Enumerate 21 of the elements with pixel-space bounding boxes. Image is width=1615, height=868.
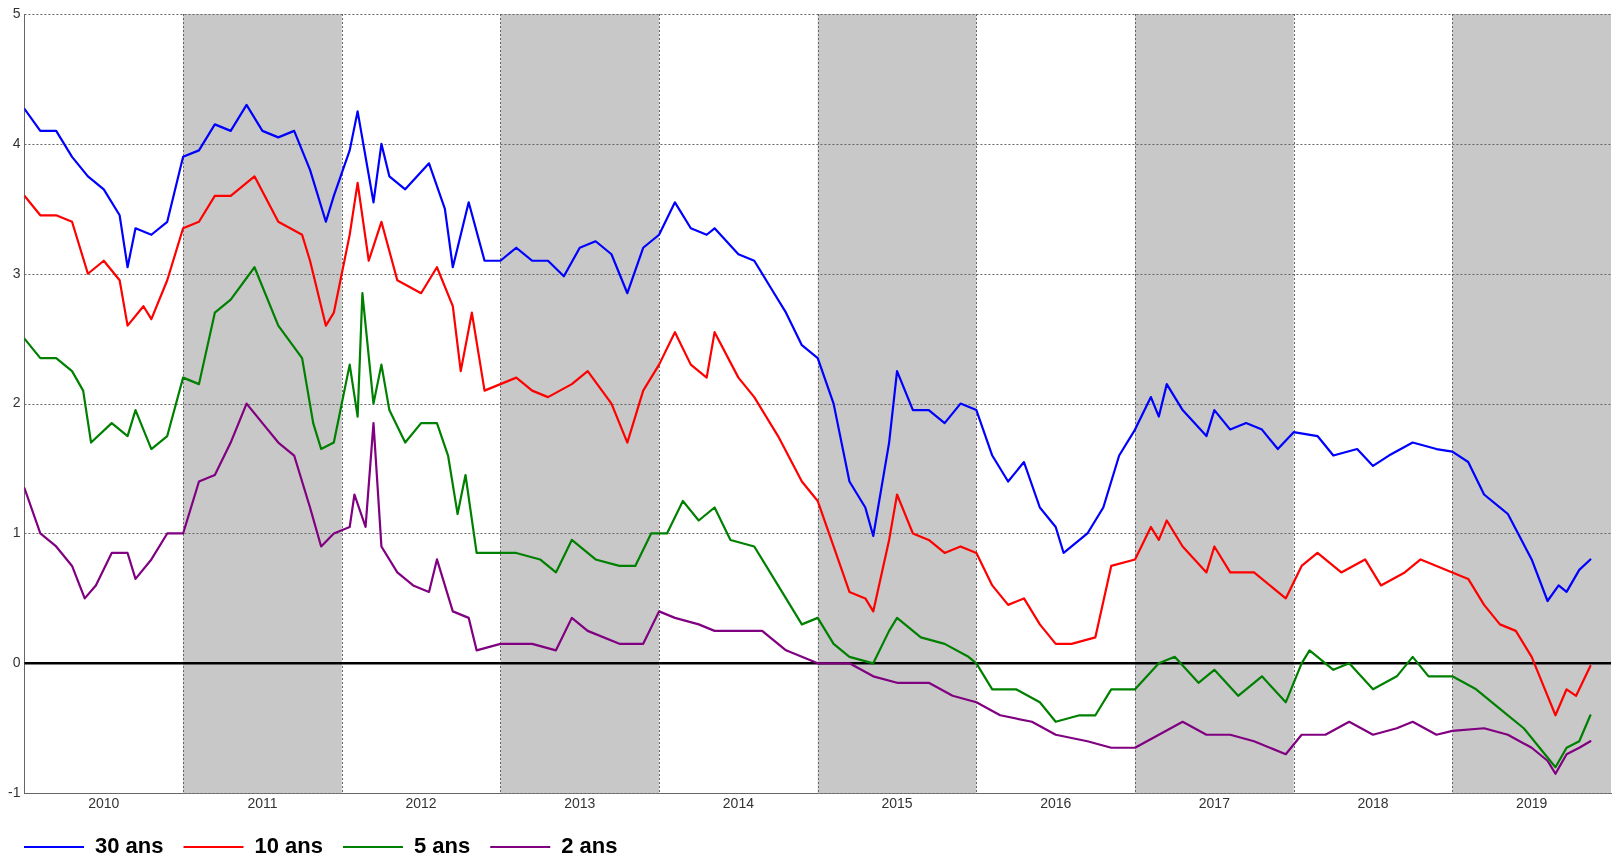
x-tick-label: 2016	[1040, 795, 1072, 812]
legend-label: 30 ans	[95, 833, 164, 859]
legend-label: 10 ans	[254, 833, 323, 859]
x-tick-label: 2017	[1198, 795, 1231, 812]
x-tick-label: 2010	[88, 795, 120, 812]
y-tick-label: 4	[12, 134, 21, 151]
y-tick-label: 3	[12, 264, 21, 281]
legend-label: 5 ans	[413, 833, 471, 859]
x-tick-label: 2014	[722, 795, 755, 812]
y-tick-label: 5	[12, 4, 21, 21]
x-tick-label: 2015	[881, 795, 913, 812]
y-tick-label: 1	[12, 524, 21, 541]
y-tick-label: 0	[12, 654, 21, 671]
y-tick-label: 2	[12, 394, 21, 411]
y-tick-label: -1	[8, 784, 21, 801]
x-tick-label: 2011	[247, 795, 278, 812]
x-tick-label: 2013	[564, 795, 596, 812]
x-tick-label: 2018	[1357, 795, 1389, 812]
legend-label: 2 ans	[561, 833, 618, 859]
x-tick-label: 2019	[1516, 795, 1548, 812]
x-tick-label: 2012	[405, 795, 437, 812]
